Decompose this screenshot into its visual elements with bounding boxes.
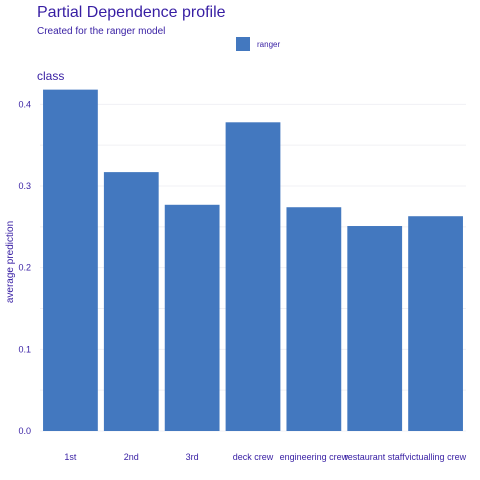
x-tick-label: 2nd (124, 452, 139, 462)
legend-swatch (236, 37, 250, 51)
bar (43, 89, 98, 431)
y-axis-ticks: 0.0 0.1 0.2 0.3 0.4 (18, 99, 31, 436)
x-tick-label: victualling crew (405, 452, 467, 462)
x-tick-label: 3rd (186, 452, 199, 462)
bar (408, 216, 463, 431)
x-tick-label: restaurant staff (345, 452, 405, 462)
bar (225, 122, 281, 432)
x-tick-label: engineering crew (280, 452, 349, 462)
bar (164, 204, 220, 431)
bar (103, 172, 159, 431)
x-tick-label: deck crew (233, 452, 274, 462)
chart-subtitle: Created for the ranger model (37, 26, 166, 37)
y-axis-label: average prediction (5, 221, 16, 303)
x-axis-ticks: 1st 2nd 3rd deck crew engineering crewrestau… (64, 452, 466, 462)
bar (347, 226, 403, 431)
panel-title: class (37, 69, 64, 83)
y-tick-label: 0.2 (18, 263, 31, 273)
legend: ranger (236, 37, 280, 51)
y-tick-label: 0.4 (18, 99, 31, 109)
x-tick-label: 1st (64, 452, 77, 462)
bar (286, 207, 342, 431)
y-tick-label: 0.1 (18, 344, 31, 354)
y-tick-label: 0.0 (18, 426, 31, 436)
y-tick-label: 0.3 (18, 181, 31, 191)
chart-title: Partial Dependence profile (37, 4, 226, 21)
bars (43, 89, 463, 432)
legend-label: ranger (257, 39, 281, 49)
